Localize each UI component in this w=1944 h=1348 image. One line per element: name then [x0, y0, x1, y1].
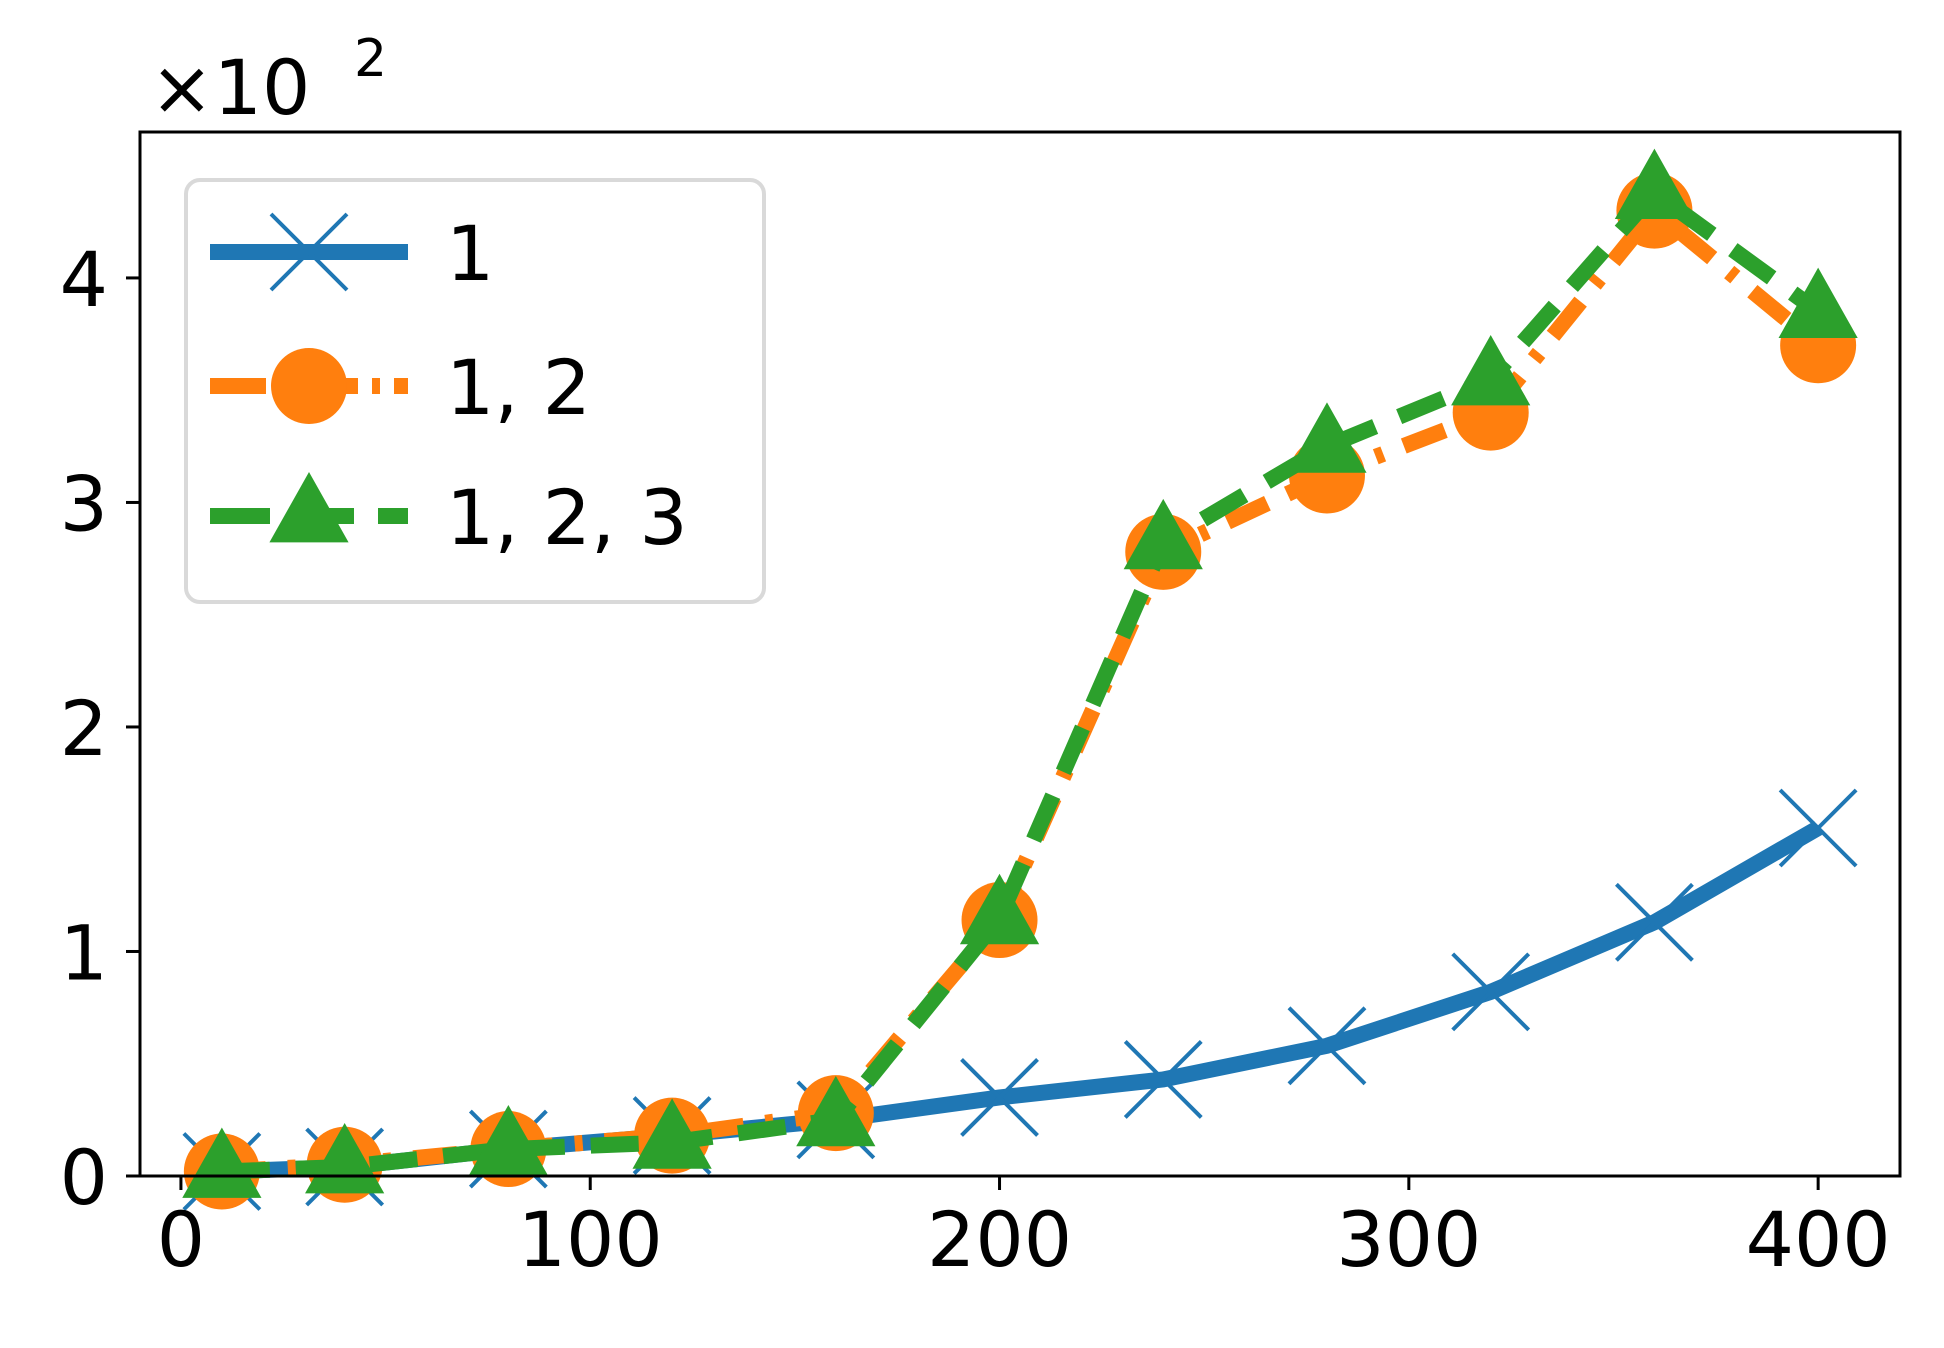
x-marker	[1451, 952, 1531, 1032]
triangle-marker	[1287, 402, 1367, 473]
x-axis: 0 100 200 300 400	[157, 1176, 1891, 1284]
y-multiplier-label: ×10	[150, 43, 310, 132]
y-multiplier-exponent: 2	[354, 29, 387, 89]
y-axis: 0 1 2 3 4	[60, 235, 140, 1222]
triangle-marker	[632, 1098, 712, 1169]
legend-label: 1, 2, 3	[446, 473, 688, 562]
x-marker	[1778, 788, 1858, 868]
triangle-marker	[269, 472, 349, 543]
triangle-marker	[1451, 334, 1531, 406]
series-3	[182, 148, 1858, 1198]
x-tick-label: 0	[157, 1195, 205, 1284]
plot-area-frame	[138, 130, 1902, 1178]
x-tick-label: 100	[518, 1195, 663, 1284]
legend-items: 1 1, 2 1, 2, 3	[210, 209, 688, 562]
y-tick-label: 0	[60, 1133, 108, 1222]
x-marker	[960, 1058, 1039, 1137]
triangle-marker	[796, 1075, 876, 1147]
series-1	[182, 788, 1858, 1211]
circle-marker	[271, 348, 347, 424]
x-marker	[1123, 1040, 1203, 1119]
x-tick-label: 400	[1746, 1195, 1891, 1284]
triangle-marker	[959, 873, 1040, 945]
x-marker	[269, 212, 349, 292]
x-marker	[1615, 882, 1694, 962]
legend-box	[184, 178, 766, 604]
triangle-marker	[1614, 148, 1695, 220]
triangle-marker	[182, 1127, 262, 1198]
legend-entry-1: 1	[210, 209, 494, 298]
legend-label: 1, 2	[446, 343, 591, 432]
triangle-marker	[468, 1105, 548, 1176]
legend-entry-3: 1, 2, 3	[210, 472, 688, 562]
x-tick-label: 200	[927, 1195, 1072, 1284]
y-tick-label: 3	[60, 459, 108, 548]
triangle-marker	[1123, 498, 1203, 570]
series-layer	[182, 148, 1858, 1211]
series-line	[221, 184, 1823, 1180]
x-tick-label: 300	[1336, 1195, 1481, 1284]
legend-label: 1	[446, 209, 494, 298]
x-marker	[1287, 1006, 1367, 1086]
legend-entry-2: 1, 2	[210, 343, 591, 432]
y-tick-label: 4	[60, 235, 108, 324]
triangle-marker	[1778, 267, 1858, 339]
y-tick-label: 2	[60, 684, 108, 773]
y-tick-label: 1	[60, 908, 108, 997]
legend: 1 1, 2 1, 2, 3	[184, 178, 766, 604]
